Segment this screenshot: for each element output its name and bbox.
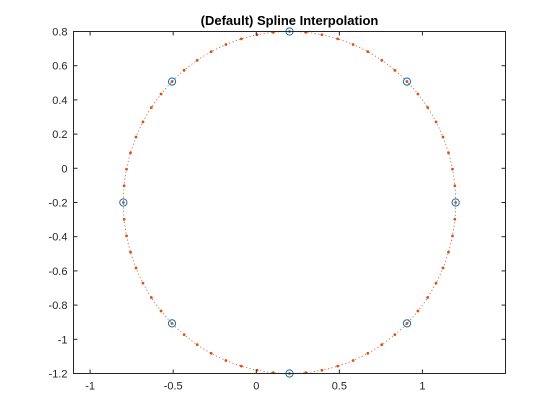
spline-point (170, 322, 174, 325)
spline-point (195, 343, 199, 347)
spline-point (426, 106, 430, 109)
x-tick-label: 1 (419, 381, 425, 393)
y-tick-label: -0.6 (49, 266, 68, 278)
spline-point (141, 120, 145, 124)
y-tick-label: -0.8 (49, 300, 68, 312)
spline-point (366, 351, 370, 355)
spline-point (405, 322, 409, 325)
spline-point (170, 80, 174, 83)
spline-point (122, 184, 126, 188)
spline-point (121, 201, 125, 204)
spline-point (380, 343, 384, 347)
spline-point (209, 351, 213, 355)
spline-point (159, 309, 163, 313)
y-tick-label: -1 (58, 334, 68, 346)
spline-point (320, 33, 324, 37)
spline-point (125, 167, 128, 171)
spline-point (434, 120, 438, 124)
spline-point (134, 266, 138, 270)
axis-ticks: -1 -0.5 0 0.5 1 -1.2 -1 -0.8 -0.6 -0.4 -0.2 0 0.2 0.4… (49, 27, 506, 393)
spline-point (447, 250, 450, 254)
data-point-marker (167, 77, 177, 86)
spline-point (453, 217, 457, 221)
x-tick-label: -1 (85, 381, 95, 393)
spline-point (336, 364, 340, 368)
y-tick-label: 0 (61, 163, 67, 175)
spline-point (405, 80, 409, 83)
spline-point (224, 359, 228, 362)
y-tick-label: 0.4 (52, 95, 67, 107)
spline-point (195, 58, 199, 62)
y-tick-label: 0.2 (52, 129, 67, 141)
data-point-marker (402, 77, 412, 86)
spline-point (416, 309, 420, 313)
spline-point (380, 58, 384, 62)
y-tick-label: -0.4 (49, 232, 68, 244)
spline-point (209, 50, 213, 54)
data-point-marker (402, 319, 412, 328)
spline-point (129, 151, 132, 155)
spline-point (451, 167, 454, 171)
y-tick-label: -1.2 (49, 369, 68, 381)
spline-point (224, 43, 228, 46)
y-tick-label: -0.2 (49, 198, 68, 210)
spline-point (351, 359, 355, 362)
spline-point (336, 37, 340, 41)
spline-point (441, 266, 445, 270)
chart-title: (Default) Spline Interpolation (201, 13, 379, 28)
spline-point (416, 92, 420, 96)
spline-point (453, 184, 457, 188)
spline-point (182, 333, 186, 337)
spline-point (393, 68, 397, 72)
axes-background (73, 31, 506, 374)
x-tick-label: -0.5 (164, 381, 183, 393)
spline-point (149, 106, 153, 109)
spline-point (141, 281, 145, 285)
spline-point (366, 50, 370, 54)
data-point-marker (451, 198, 460, 207)
spline-point (159, 92, 163, 96)
spline-point (441, 135, 445, 139)
spline-point (447, 151, 450, 155)
data-point-marker (119, 198, 128, 207)
spline-point (451, 234, 454, 238)
data-point-marker (167, 319, 177, 328)
spline-point (434, 281, 438, 285)
x-tick-label: 0 (253, 381, 259, 393)
spline-point (239, 364, 243, 368)
x-tick-label: 0.5 (332, 381, 347, 393)
spline-point (239, 37, 243, 41)
y-tick-label: 0.8 (52, 27, 67, 39)
spline-point (149, 296, 153, 299)
spline-point (134, 135, 138, 139)
spline-point (393, 333, 397, 337)
spline-point (320, 368, 324, 372)
y-tick-label: 0.6 (52, 61, 67, 73)
spline-point (351, 43, 355, 46)
spline-point (129, 250, 132, 254)
spline-point (426, 296, 430, 299)
spline-point (125, 234, 128, 238)
spline-point (122, 217, 126, 221)
spline-point (454, 201, 458, 204)
spline-point (182, 68, 186, 72)
